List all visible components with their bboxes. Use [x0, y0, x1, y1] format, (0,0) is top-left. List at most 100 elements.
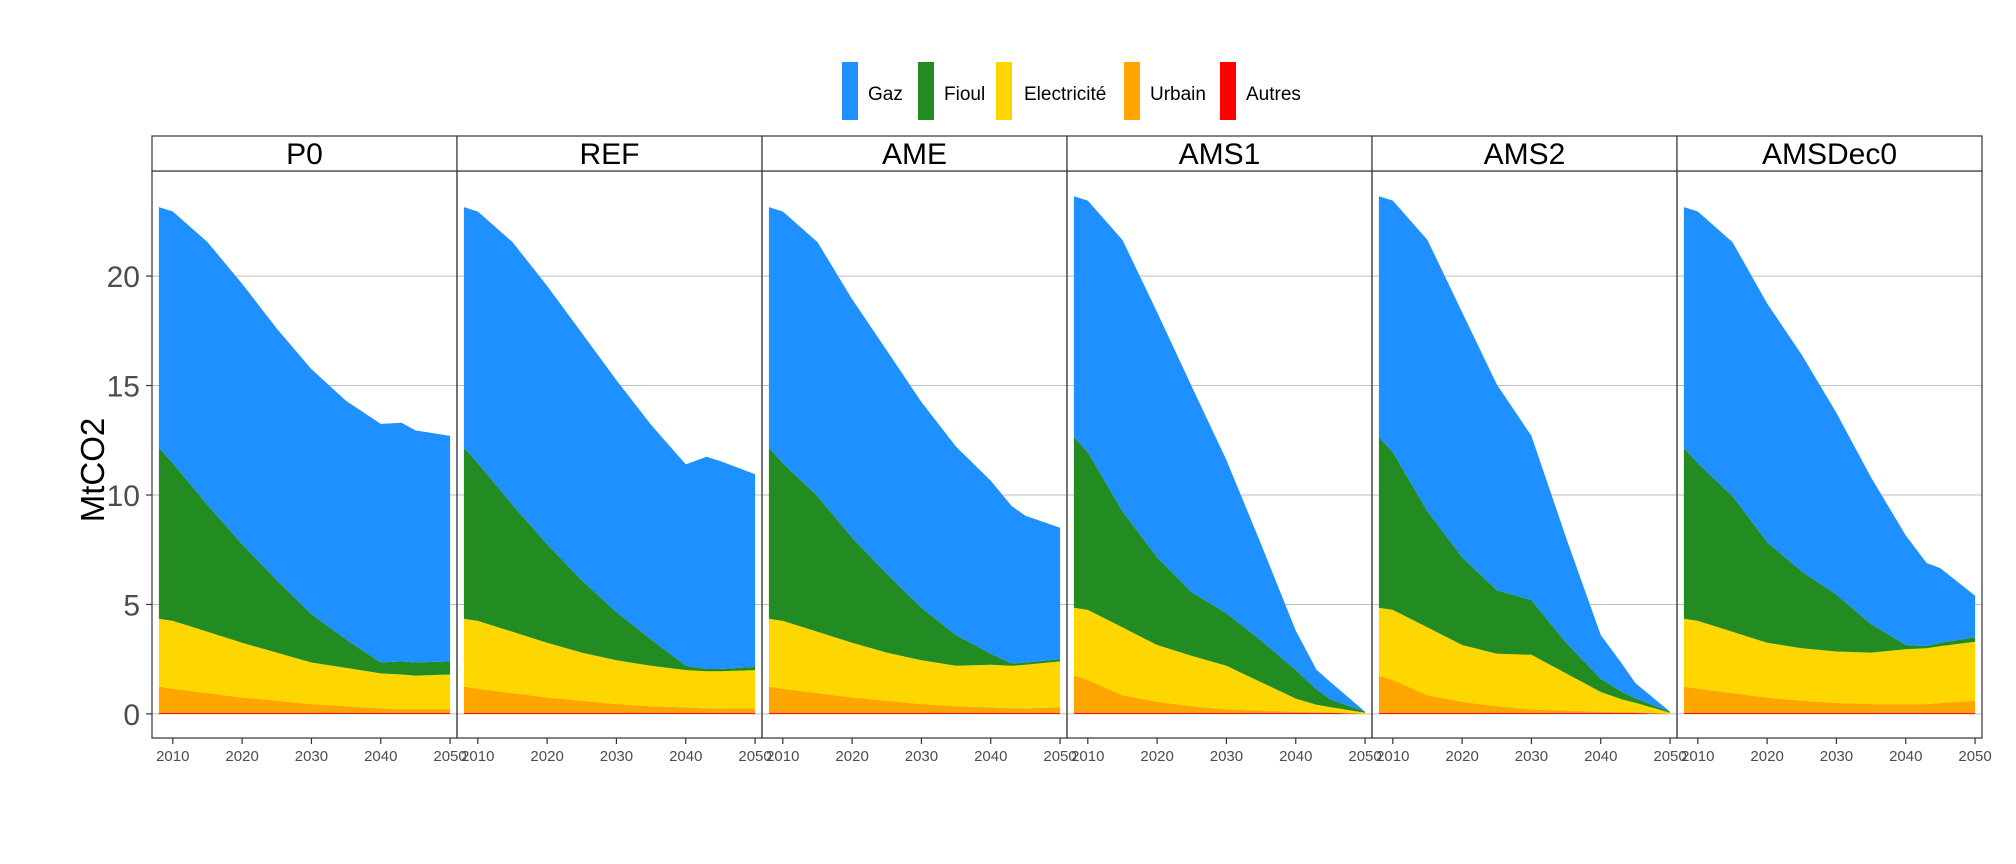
area-p0-fioul — [158, 447, 451, 676]
x-tick-label-2020: 2020 — [225, 748, 258, 765]
panel-p0: P0 2010 2020 2030 2040 2050 — [151, 135, 467, 765]
legend-key-gaz — [842, 62, 858, 120]
area-ame-fioul — [768, 447, 1061, 666]
area-ref-autres — [463, 712, 756, 714]
area-ame-urbain — [768, 686, 1061, 713]
legend-label-gaz: Gaz — [868, 84, 903, 105]
panel-ams1: AMS1 2010 2020 2030 2040 2050 — [1066, 135, 1382, 765]
legend-label-fioul: Fioul — [944, 84, 985, 105]
strip-box — [151, 135, 458, 172]
legend-key-urbain — [1124, 62, 1140, 120]
legend-key-fioul — [918, 62, 934, 120]
area-ams1-electricite — [1073, 607, 1366, 714]
x-tick-label-2040: 2040 — [364, 748, 397, 765]
y-axis-title: MtCO2 — [74, 418, 111, 523]
x-tick-label-2010: 2010 — [1681, 748, 1714, 765]
x-tick-label-2030: 2030 — [1820, 748, 1853, 765]
area-ref-fioul — [463, 447, 756, 672]
legend-item-autres: Autres — [1220, 62, 1301, 120]
legend-item-urbain: Urbain — [1124, 62, 1206, 120]
x-tick-label-2030: 2030 — [905, 748, 938, 765]
strip-box — [456, 135, 763, 172]
x-tick-label-2030: 2030 — [295, 748, 328, 765]
x-tick-label-2020: 2020 — [1445, 748, 1478, 765]
x-tick-label-2020: 2020 — [1140, 748, 1173, 765]
area-amsdec0-urbain — [1683, 686, 1976, 713]
y-tick-label-15: 15 — [107, 371, 140, 404]
legend-item-gaz: Gaz — [842, 62, 903, 120]
x-tick-label-2030: 2030 — [1515, 748, 1548, 765]
area-p0-electricite — [158, 618, 451, 710]
x-tick-label-2010: 2010 — [461, 748, 494, 765]
x-tick-label-2050: 2050 — [1958, 748, 1991, 765]
strip-label-amsdec0: AMSDec0 — [1762, 138, 1897, 171]
area-ams1-urbain — [1073, 675, 1366, 714]
x-tick-label-2040: 2040 — [1889, 748, 1922, 765]
x-tick-label-2020: 2020 — [530, 748, 563, 765]
area-ame-gaz — [768, 207, 1061, 664]
strip-box — [1371, 135, 1678, 172]
area-ams2-gaz — [1378, 196, 1671, 712]
strip-box — [1066, 135, 1373, 172]
legend-key-electricite — [996, 62, 1012, 120]
legend-item-fioul: Fioul — [918, 62, 985, 120]
x-tick-label-2050: 2050 — [1653, 748, 1686, 765]
legend-label-urbain: Urbain — [1150, 84, 1206, 105]
x-tick-label-2010: 2010 — [766, 748, 799, 765]
y-tick-label-5: 5 — [123, 589, 140, 622]
strip-label-ref: REF — [580, 138, 640, 171]
area-amsdec0-fioul — [1683, 447, 1976, 653]
facet-panels: P0 2010 2020 2030 2040 2050 REF 2010 2020 2030 204… — [151, 135, 1992, 765]
y-tick-label-0: 0 — [123, 699, 140, 732]
area-ame-autres — [768, 712, 1061, 714]
legend-label-electricite: Electricité — [1024, 84, 1106, 105]
x-tick-label-2040: 2040 — [974, 748, 1007, 765]
area-amsdec0-autres — [1683, 712, 1976, 714]
panel-ref: REF 2010 2020 2030 2040 2050 — [456, 135, 772, 765]
x-tick-label-2020: 2020 — [835, 748, 868, 765]
area-ams1-fioul — [1073, 437, 1366, 713]
y-tick-label-10: 10 — [107, 480, 140, 513]
area-ams2-fioul — [1378, 437, 1671, 713]
y-axis: 0 5 10 15 20 — [107, 261, 152, 732]
area-amsdec0-gaz — [1683, 207, 1976, 647]
x-tick-label-2010: 2010 — [1376, 748, 1409, 765]
strip-label-p0: P0 — [286, 138, 323, 171]
legend-item-electricite: Electricité — [996, 62, 1106, 120]
x-tick-label-2010: 2010 — [1071, 748, 1104, 765]
strip-box — [761, 135, 1068, 172]
y-tick-label-20: 20 — [107, 261, 140, 294]
area-ref-urbain — [463, 686, 756, 713]
x-tick-label-2010: 2010 — [156, 748, 189, 765]
area-ams1-gaz — [1073, 196, 1366, 712]
strip-label-ams2: AMS2 — [1484, 138, 1566, 171]
x-tick-label-2050: 2050 — [433, 748, 466, 765]
legend-key-autres — [1220, 62, 1236, 120]
x-tick-label-2050: 2050 — [738, 748, 771, 765]
x-tick-label-2020: 2020 — [1750, 748, 1783, 765]
x-tick-label-2040: 2040 — [1279, 748, 1312, 765]
x-tick-label-2030: 2030 — [1210, 748, 1243, 765]
x-tick-label-2050: 2050 — [1043, 748, 1076, 765]
area-p0-urbain — [158, 686, 451, 713]
area-ams2-autres — [1378, 712, 1671, 714]
strip-label-ams1: AMS1 — [1179, 138, 1261, 171]
x-tick-label-2040: 2040 — [1584, 748, 1617, 765]
area-amsdec0-electricite — [1683, 618, 1976, 705]
legend-label-autres: Autres — [1246, 84, 1301, 105]
legend: Gaz Fioul Electricité Urbain Autres — [842, 62, 1301, 120]
area-ame-electricite — [768, 618, 1061, 709]
panel-amsdec0: AMSDec0 2010 2020 2030 2040 2050 — [1676, 135, 1992, 765]
panel-ame: AME 2010 2020 2030 2040 2050 — [761, 135, 1077, 765]
strip-box — [1676, 135, 1983, 172]
area-ams2-electricite — [1378, 607, 1671, 714]
area-ams1-autres — [1073, 712, 1366, 714]
area-ref-electricite — [463, 618, 756, 709]
area-p0-autres — [158, 712, 451, 714]
area-p0-gaz — [158, 207, 451, 663]
x-tick-label-2030: 2030 — [600, 748, 633, 765]
area-ams2-urbain — [1378, 675, 1671, 714]
panel-ams2: AMS2 2010 2020 2030 2040 2050 — [1371, 135, 1687, 765]
x-tick-label-2040: 2040 — [669, 748, 702, 765]
